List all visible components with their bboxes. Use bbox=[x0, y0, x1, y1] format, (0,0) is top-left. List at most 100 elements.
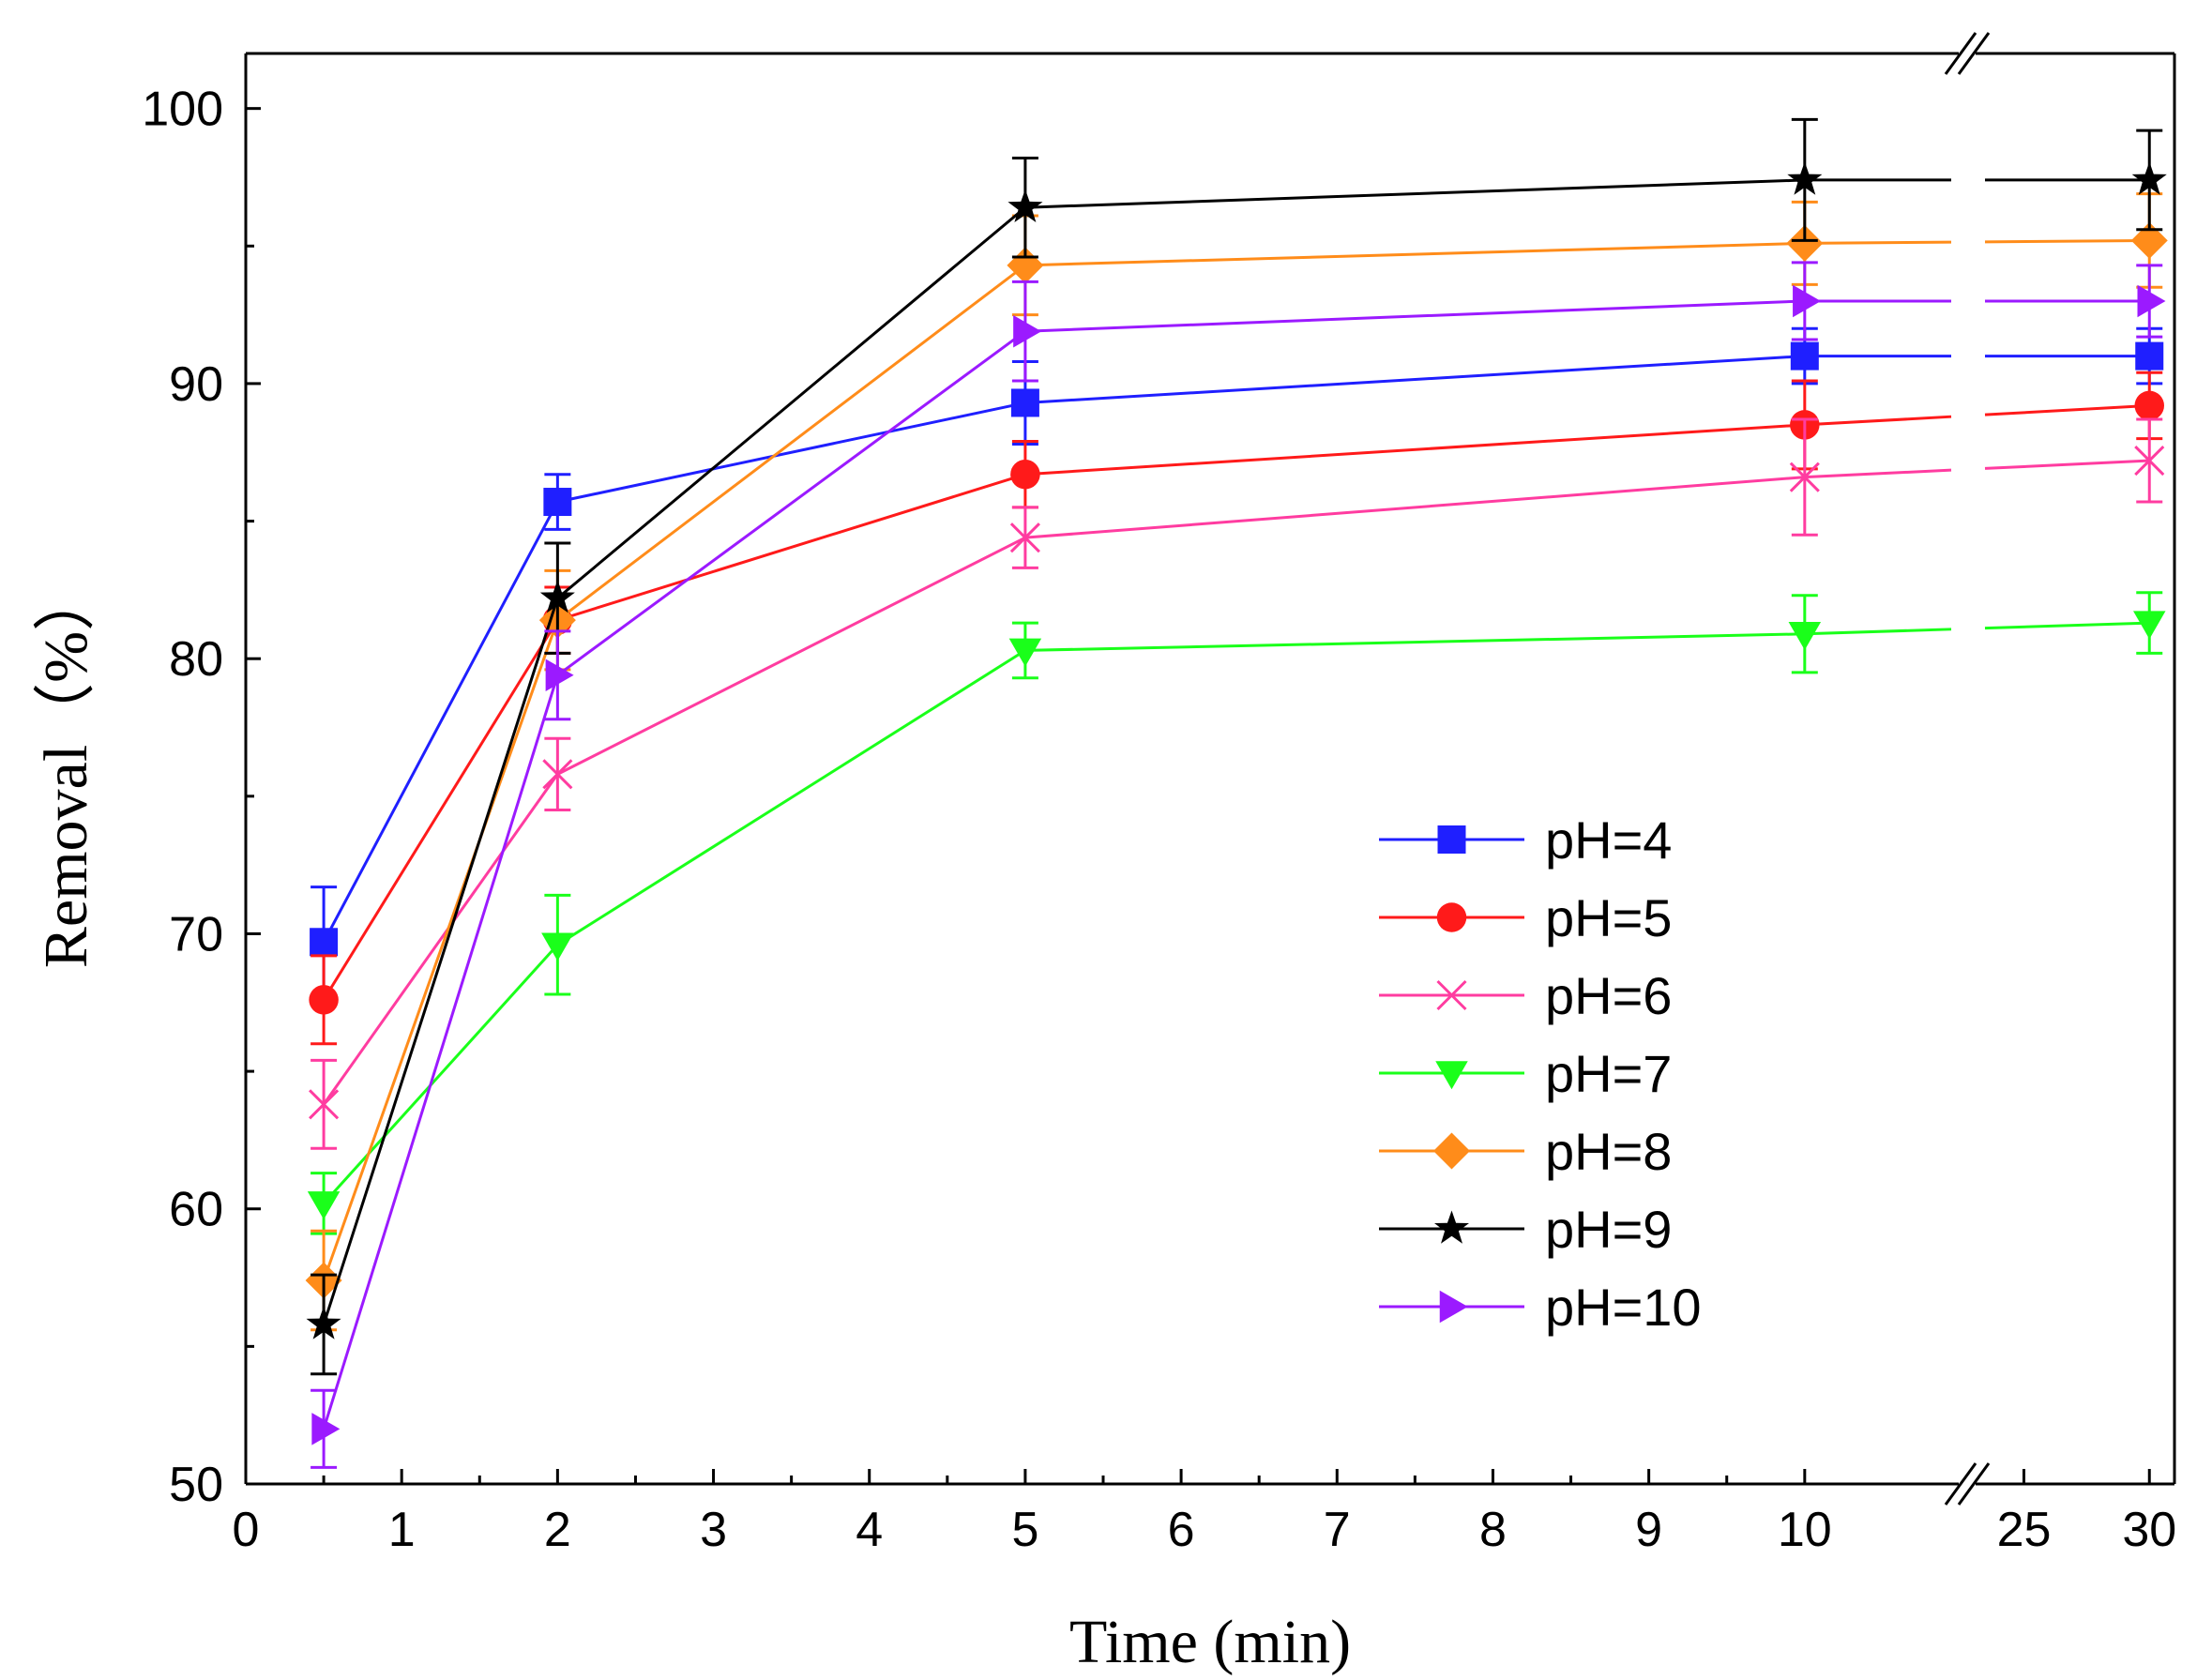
y-tick-label: 80 bbox=[169, 632, 223, 687]
series-pH=6 bbox=[309, 417, 2165, 1150]
x-tick-label: 8 bbox=[1479, 1503, 1507, 1557]
series-line-segment bbox=[1804, 628, 1952, 636]
legend-item-pH=6: pH=6 bbox=[1379, 966, 1672, 1025]
series-pH=10 bbox=[311, 261, 2166, 1469]
legend-marker bbox=[1433, 1132, 1470, 1170]
legend-label: pH=5 bbox=[1545, 888, 1672, 947]
series-pH=8 bbox=[305, 192, 2168, 1332]
series-line-segment bbox=[1024, 632, 1805, 652]
data-point bbox=[2133, 611, 2166, 640]
legend-label: pH=4 bbox=[1545, 810, 1672, 870]
legend-item-pH=10: pH=10 bbox=[1379, 1278, 1702, 1337]
series-line-segment bbox=[1804, 240, 1952, 245]
series-line-segment bbox=[1984, 403, 2150, 416]
data-point bbox=[1008, 638, 1042, 667]
data-point bbox=[310, 928, 339, 957]
x-axis-title: Time (min) bbox=[1069, 1608, 1351, 1676]
legend-label: pH=10 bbox=[1545, 1278, 1702, 1337]
legend-marker bbox=[1435, 1061, 1468, 1090]
series-line-segment bbox=[1804, 415, 1952, 427]
data-point bbox=[1013, 314, 1042, 348]
data-point bbox=[2134, 445, 2165, 477]
series-line-segment bbox=[322, 619, 559, 1001]
data-point bbox=[311, 1413, 341, 1445]
data-point bbox=[306, 1306, 341, 1339]
series-line-segment bbox=[1024, 476, 1805, 539]
series-line-segment bbox=[322, 619, 559, 1281]
data-point bbox=[1008, 189, 1043, 222]
series-line-segment bbox=[1024, 355, 1805, 404]
x-tick-label: 2 bbox=[544, 1503, 571, 1557]
series-line-segment bbox=[1984, 621, 2150, 630]
series-line-segment bbox=[1804, 468, 1952, 479]
data-point bbox=[2135, 341, 2164, 371]
legend-label: pH=7 bbox=[1545, 1044, 1672, 1103]
x-tick-label: 25 bbox=[1997, 1503, 2052, 1557]
data-point bbox=[2131, 161, 2167, 195]
axis-break-bottom-gap bbox=[1959, 1461, 1976, 1506]
series-line-segment bbox=[1024, 178, 1805, 209]
series-line-segment bbox=[322, 674, 559, 1430]
data-point bbox=[307, 1191, 341, 1220]
series-line-segment bbox=[1024, 241, 1805, 267]
series-line-segment bbox=[556, 264, 1026, 622]
axis-break-top bbox=[1957, 32, 1991, 75]
y-axis-title: Removal（%） bbox=[32, 569, 100, 968]
x-tick-label: 9 bbox=[1635, 1503, 1662, 1557]
axis-break-top-gap bbox=[1959, 31, 1976, 76]
axis-break-top bbox=[1944, 32, 1977, 75]
data-point bbox=[2130, 221, 2168, 259]
legend-label: pH=9 bbox=[1545, 1200, 1672, 1259]
series-line-segment bbox=[557, 401, 1026, 504]
x-tick-label: 10 bbox=[1778, 1503, 1832, 1557]
data-point bbox=[543, 488, 572, 517]
series-line-segment bbox=[322, 944, 559, 1204]
data-point bbox=[1788, 622, 1822, 651]
data-point bbox=[542, 759, 573, 790]
series-line-segment bbox=[322, 501, 559, 943]
series-pH=7 bbox=[307, 591, 2166, 1235]
series-line-segment bbox=[322, 598, 559, 1325]
x-tick-label: 0 bbox=[233, 1503, 260, 1557]
legend-marker bbox=[1434, 1210, 1469, 1244]
axis-break-bottom bbox=[1957, 1462, 1991, 1506]
y-tick-label: 90 bbox=[169, 357, 223, 412]
legend-item-pH=4: pH=4 bbox=[1379, 810, 1672, 870]
series-line-segment bbox=[1024, 299, 1805, 333]
data-point bbox=[1790, 341, 1819, 371]
legend-label: pH=8 bbox=[1545, 1122, 1672, 1181]
series-line-segment bbox=[556, 536, 1026, 776]
y-tick-label: 100 bbox=[142, 83, 223, 137]
series-line-segment bbox=[322, 773, 559, 1106]
x-tick-label: 7 bbox=[1324, 1503, 1351, 1557]
data-point bbox=[545, 658, 574, 692]
series-line-segment bbox=[1984, 459, 2150, 470]
legend-marker bbox=[1439, 1290, 1468, 1324]
legend: pH=4 pH=5 pH=6 pH=7 pH=8 pH=9 pH=10 bbox=[1379, 810, 1702, 1337]
legend-item-pH=7: pH=7 bbox=[1379, 1044, 1672, 1103]
data-point bbox=[541, 932, 574, 961]
legend-marker bbox=[1437, 825, 1466, 854]
axes-layer: 50 60 70 80 90 100 0 1 2 3 4 5 6 7 8 9 10 25 30 bbox=[142, 31, 2176, 1557]
data-point bbox=[1010, 388, 1039, 417]
x-tick-label: 3 bbox=[700, 1503, 727, 1557]
x-tick-label: 1 bbox=[388, 1503, 416, 1557]
data-point bbox=[1786, 224, 1824, 262]
legend-marker bbox=[1436, 902, 1467, 932]
series-line-segment bbox=[556, 206, 1026, 599]
series-pH=4 bbox=[310, 326, 2164, 999]
plot-layer bbox=[305, 117, 2168, 1469]
legend-marker bbox=[1436, 979, 1467, 1011]
series-line-segment bbox=[1024, 423, 1805, 477]
data-point bbox=[2137, 284, 2166, 318]
data-point bbox=[1787, 161, 1823, 195]
axis-break-bottom bbox=[1944, 1462, 1977, 1506]
series-line-segment bbox=[556, 473, 1026, 622]
data-point bbox=[2134, 390, 2164, 421]
data-point bbox=[1009, 522, 1040, 553]
legend-item-pH=9: pH=9 bbox=[1379, 1200, 1672, 1259]
y-tick-label: 50 bbox=[169, 1458, 223, 1512]
series-line-segment bbox=[556, 329, 1026, 676]
series-line-segment bbox=[1984, 238, 2150, 244]
